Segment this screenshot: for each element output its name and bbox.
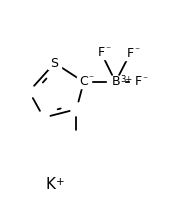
Text: ⁻: ⁻ [142, 75, 147, 85]
Bar [71, 131, 82, 144]
Bar [94, 46, 108, 59]
Text: S: S [51, 56, 59, 70]
Text: C: C [79, 75, 88, 88]
Text: F: F [97, 46, 105, 59]
Text: F: F [126, 47, 134, 60]
Text: ⁻: ⁻ [105, 45, 110, 55]
Text: 3+: 3+ [120, 75, 132, 84]
Text: ⁻: ⁻ [89, 74, 94, 84]
Text: F: F [135, 75, 142, 88]
Text: +: + [56, 177, 64, 187]
Text: B: B [111, 75, 120, 88]
Text: K: K [46, 177, 56, 192]
Text: ⁻: ⁻ [134, 46, 139, 56]
Bar [107, 76, 124, 88]
Bar [123, 47, 137, 60]
Bar [130, 76, 147, 88]
Bar [77, 76, 91, 88]
Bar [48, 57, 61, 69]
